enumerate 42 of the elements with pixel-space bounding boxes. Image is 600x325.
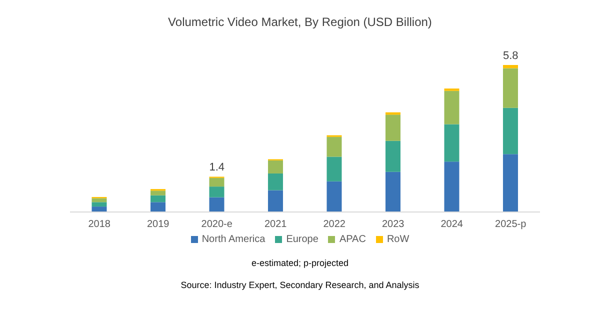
bar: [502, 154, 518, 212]
x-tick-label: 2018: [88, 219, 111, 230]
bar: [92, 198, 107, 202]
x-tick-label: 2020-e: [201, 219, 233, 230]
legend-label: North America: [202, 234, 266, 245]
bar: [326, 156, 342, 182]
bar: [150, 190, 166, 196]
legend-label: RoW: [386, 234, 410, 245]
bar: [326, 136, 342, 157]
legend-label: APAC: [339, 234, 366, 245]
x-tick-label: 2023: [382, 219, 405, 230]
bar: [209, 186, 224, 198]
bar: [385, 114, 400, 141]
x-tick-label: 2022: [323, 219, 346, 230]
bar: [326, 181, 342, 212]
bar: [444, 162, 460, 212]
bar: [150, 202, 166, 212]
bar: [92, 202, 107, 207]
annotation: 5.8: [502, 50, 518, 62]
bar: [385, 140, 400, 172]
bar: [444, 124, 460, 162]
bar: [209, 178, 224, 187]
x-tick-label: 2021: [264, 219, 288, 230]
bar: [209, 197, 224, 212]
x-tick-label: 2024: [440, 219, 464, 230]
bar: [385, 172, 400, 212]
bar: [268, 160, 283, 174]
text: e-estimated; p-projected: [250, 258, 350, 268]
bar: [502, 65, 518, 68]
bar: [502, 108, 518, 154]
bar: [502, 68, 518, 108]
bar: [92, 206, 107, 212]
bar: [268, 173, 283, 190]
annotation: 1.4: [209, 162, 225, 174]
bar: [444, 90, 460, 124]
x-tick-label: 2025-p: [495, 219, 527, 230]
legend-label: Europe: [286, 234, 318, 245]
bar: [268, 190, 283, 212]
x-tick-label: 2019: [147, 219, 170, 230]
chart-title: Volumetric Video Market, By Region (USD Billion): [167, 15, 433, 29]
bar: [150, 195, 166, 202]
source-note: Source: Industry Expert, Secondary Research, and Analysis: [180, 280, 420, 290]
